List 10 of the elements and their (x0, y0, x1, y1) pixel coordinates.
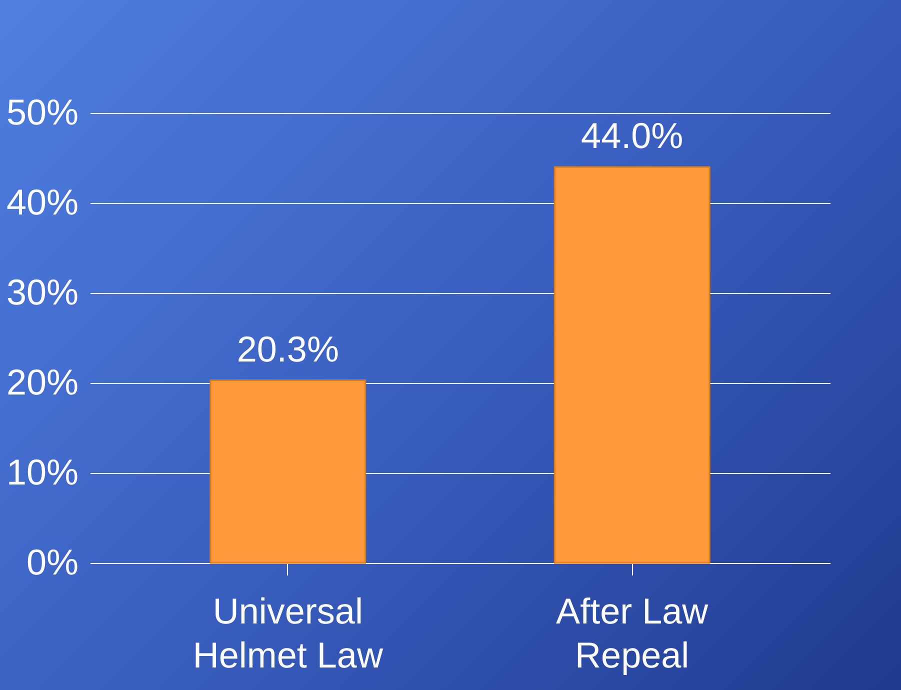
x-tick-label: Universal Helmet Law (192, 590, 384, 676)
y-tick-label: 30% (6, 272, 78, 312)
y-tick-label: 0% (26, 542, 78, 582)
data-label: 20.3% (236, 328, 339, 370)
data-label: 44.0% (581, 115, 684, 156)
y-tick-label: 40% (6, 182, 78, 222)
y-tick-label: 10% (6, 452, 78, 492)
x-tick-label: After Law Repeal (556, 590, 710, 676)
y-tick-label: 50% (6, 92, 78, 132)
y-tick-label: 20% (6, 362, 78, 402)
